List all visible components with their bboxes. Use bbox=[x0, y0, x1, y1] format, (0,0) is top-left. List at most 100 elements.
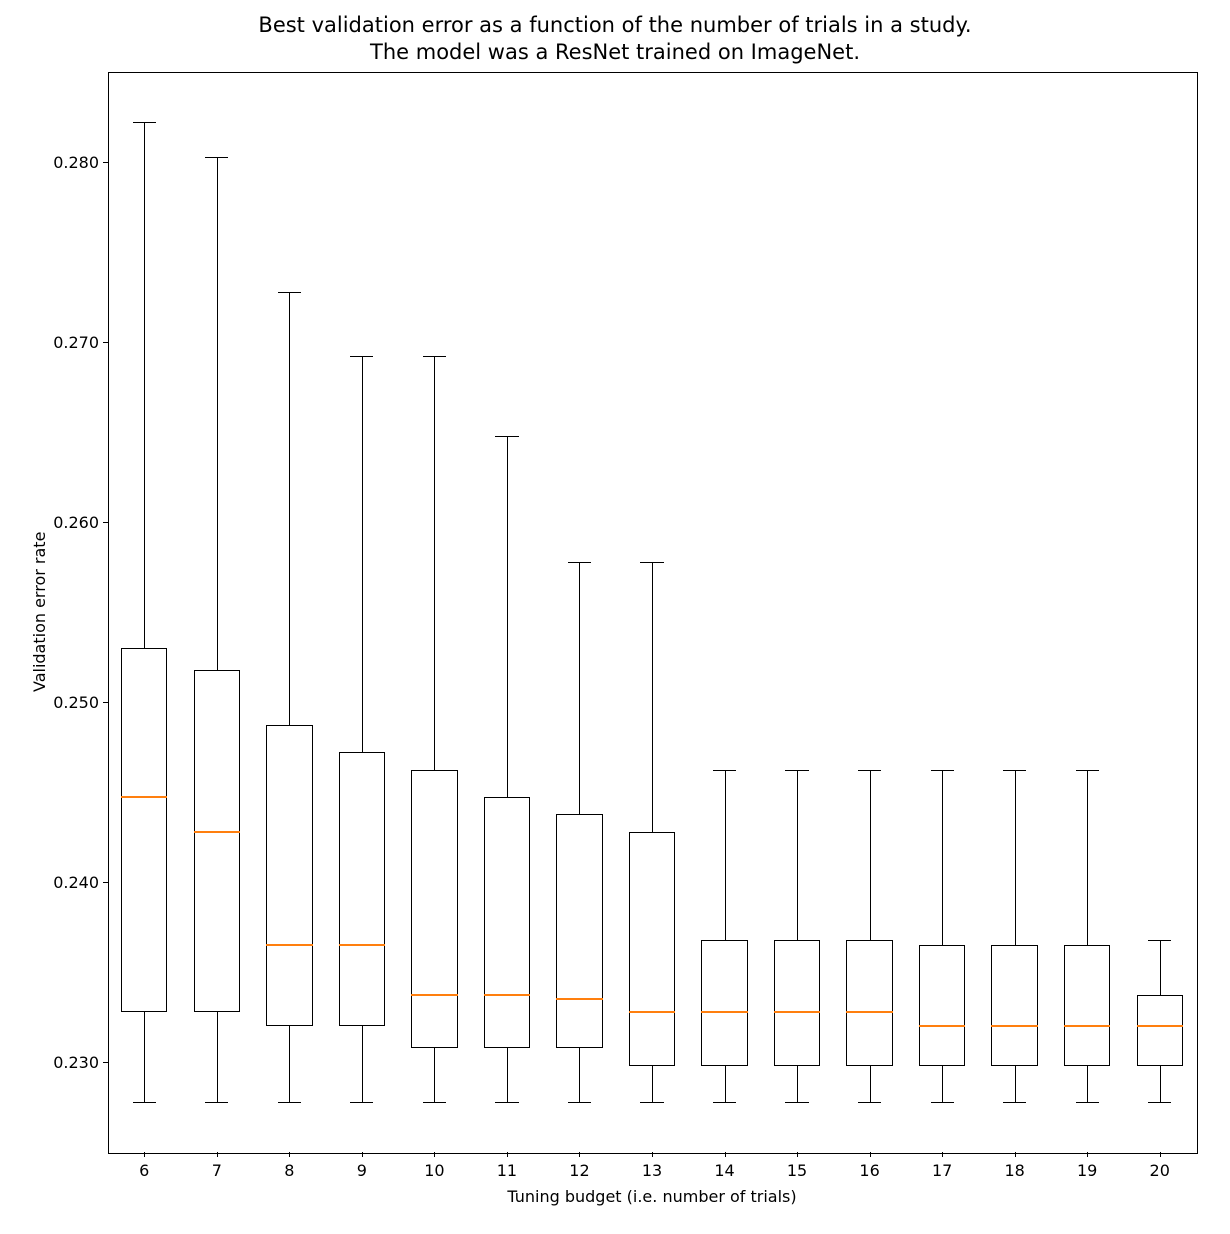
y-tick-mark bbox=[103, 702, 108, 703]
whisker-cap-upper bbox=[133, 122, 156, 123]
x-tick-label: 9 bbox=[332, 1161, 392, 1180]
x-tick-mark bbox=[579, 1152, 580, 1157]
whisker-lower bbox=[289, 1026, 290, 1102]
x-tick-mark bbox=[289, 1152, 290, 1157]
whisker-cap-lower bbox=[1076, 1102, 1099, 1103]
x-tick-label: 16 bbox=[840, 1161, 900, 1180]
x-tick-mark bbox=[797, 1152, 798, 1157]
box-median bbox=[991, 1025, 1037, 1027]
box bbox=[1137, 995, 1183, 1065]
box-median bbox=[194, 831, 240, 833]
x-tick-mark bbox=[144, 1152, 145, 1157]
box bbox=[194, 670, 240, 1012]
chart-title-line1: Best validation error as a function of t… bbox=[0, 12, 1230, 39]
whisker-lower bbox=[579, 1048, 580, 1102]
box bbox=[266, 725, 312, 1026]
whisker-cap-lower bbox=[350, 1102, 373, 1103]
whisker-cap-lower bbox=[1148, 1102, 1171, 1103]
whisker-cap-lower bbox=[785, 1102, 808, 1103]
x-tick-mark bbox=[362, 1152, 363, 1157]
y-tick-label: 0.270 bbox=[53, 333, 99, 352]
whisker-cap-lower bbox=[423, 1102, 446, 1103]
y-tick-label: 0.260 bbox=[53, 513, 99, 532]
box-median bbox=[411, 994, 457, 996]
y-tick-label: 0.230 bbox=[53, 1053, 99, 1072]
whisker-cap-upper bbox=[278, 292, 301, 293]
x-tick-label: 11 bbox=[477, 1161, 537, 1180]
x-tick-label: 10 bbox=[404, 1161, 464, 1180]
y-tick-mark bbox=[103, 342, 108, 343]
x-tick-label: 19 bbox=[1057, 1161, 1117, 1180]
whisker-lower bbox=[434, 1048, 435, 1102]
whisker-cap-upper bbox=[1076, 770, 1099, 771]
x-tick-label: 6 bbox=[114, 1161, 174, 1180]
x-tick-label: 14 bbox=[695, 1161, 755, 1180]
whisker-upper bbox=[362, 356, 363, 752]
whisker-cap-upper bbox=[785, 770, 808, 771]
whisker-cap-upper bbox=[1148, 940, 1171, 941]
x-tick-mark bbox=[870, 1152, 871, 1157]
box bbox=[846, 940, 892, 1066]
x-tick-label: 8 bbox=[259, 1161, 319, 1180]
whisker-cap-lower bbox=[568, 1102, 591, 1103]
whisker-upper bbox=[1160, 940, 1161, 996]
whisker-lower bbox=[144, 1012, 145, 1102]
whisker-cap-lower bbox=[278, 1102, 301, 1103]
whisker-lower bbox=[797, 1066, 798, 1102]
box bbox=[991, 945, 1037, 1066]
whisker-cap-lower bbox=[133, 1102, 156, 1103]
whisker-cap-upper bbox=[423, 356, 446, 357]
whisker-lower bbox=[1015, 1066, 1016, 1102]
whisker-lower bbox=[652, 1066, 653, 1102]
box bbox=[1064, 945, 1110, 1066]
y-axis-label: Validation error rate bbox=[30, 532, 49, 692]
whisker-cap-lower bbox=[205, 1102, 228, 1103]
whisker-lower bbox=[507, 1048, 508, 1102]
whisker-lower bbox=[942, 1066, 943, 1102]
whisker-lower bbox=[1160, 1066, 1161, 1102]
whisker-cap-lower bbox=[1003, 1102, 1026, 1103]
x-tick-label: 18 bbox=[985, 1161, 1045, 1180]
whisker-cap-upper bbox=[568, 562, 591, 563]
whisker-upper bbox=[507, 436, 508, 798]
box-median bbox=[1137, 1025, 1183, 1027]
x-tick-mark bbox=[1015, 1152, 1016, 1157]
whisker-cap-upper bbox=[858, 770, 881, 771]
y-tick-mark bbox=[103, 1062, 108, 1063]
box-median bbox=[484, 994, 530, 996]
y-tick-mark bbox=[103, 522, 108, 523]
whisker-upper bbox=[289, 292, 290, 726]
x-tick-mark bbox=[217, 1152, 218, 1157]
x-axis-label: Tuning budget (i.e. number of trials) bbox=[108, 1187, 1196, 1206]
box-median bbox=[339, 944, 385, 946]
box-median bbox=[121, 796, 167, 798]
whisker-upper bbox=[217, 157, 218, 670]
whisker-cap-upper bbox=[495, 436, 518, 437]
boxplot-chart: Best validation error as a function of t… bbox=[0, 0, 1230, 1234]
x-tick-mark bbox=[507, 1152, 508, 1157]
x-tick-label: 13 bbox=[622, 1161, 682, 1180]
whisker-cap-lower bbox=[713, 1102, 736, 1103]
whisker-upper bbox=[942, 770, 943, 945]
box-median bbox=[701, 1011, 747, 1013]
whisker-upper bbox=[652, 562, 653, 832]
y-tick-mark bbox=[103, 882, 108, 883]
y-tick-label: 0.240 bbox=[53, 873, 99, 892]
whisker-upper bbox=[797, 770, 798, 939]
chart-title-line2: The model was a ResNet trained on ImageN… bbox=[0, 39, 1230, 66]
box bbox=[411, 770, 457, 1047]
x-tick-label: 15 bbox=[767, 1161, 827, 1180]
whisker-cap-lower bbox=[640, 1102, 663, 1103]
whisker-upper bbox=[870, 770, 871, 939]
whisker-cap-upper bbox=[931, 770, 954, 771]
box-median bbox=[1064, 1025, 1110, 1027]
x-tick-label: 7 bbox=[187, 1161, 247, 1180]
whisker-cap-upper bbox=[205, 157, 228, 158]
x-tick-mark bbox=[725, 1152, 726, 1157]
x-tick-label: 17 bbox=[912, 1161, 972, 1180]
x-tick-mark bbox=[1160, 1152, 1161, 1157]
whisker-upper bbox=[579, 562, 580, 814]
whisker-upper bbox=[725, 770, 726, 939]
y-tick-label: 0.250 bbox=[53, 693, 99, 712]
box-median bbox=[774, 1011, 820, 1013]
